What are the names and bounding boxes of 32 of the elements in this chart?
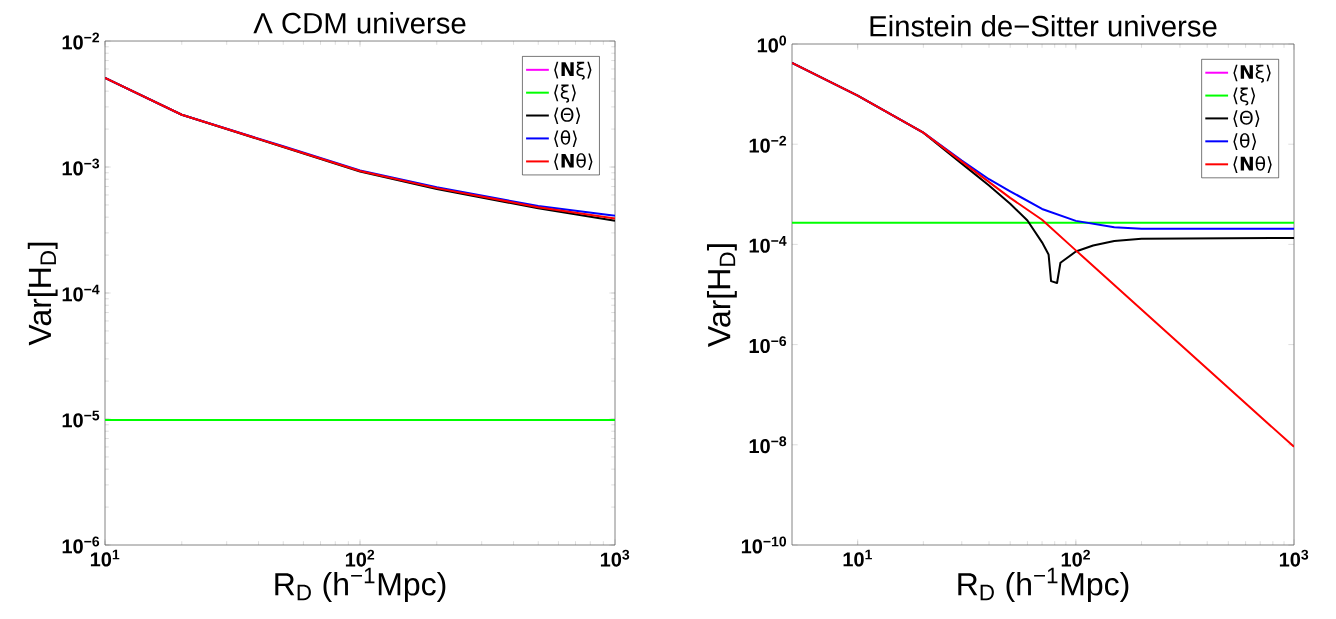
chart-title: Einstein de−Sitter universe (870, 15, 1217, 37)
y-tick-label: 10$^{−2}$ (749, 135, 787, 153)
y-tick-label: 10$^{−4}$ (749, 236, 787, 253)
y-tick-label: 10$^{−3}$ (62, 158, 100, 176)
y-axis-title: Var[H$_{D}$] (706, 244, 737, 347)
y-tick-label: 10$^{−8}$ (749, 436, 787, 454)
chart-title: Λ CDM universe (253, 12, 466, 34)
y-tick-label: 10$^{−5}$ (62, 410, 100, 428)
legend-label: ⟨Nθ⟩ (1233, 156, 1272, 173)
legend-label: ⟨θ⟩ (554, 130, 577, 148)
y-tick-label: 10$^{−6}$ (749, 336, 787, 354)
legend-label: ⟨θ⟩ (1233, 133, 1257, 150)
x-tick-label: 10$^{1}$ (90, 549, 120, 567)
legend-label: ⟨ξ⟩ (1233, 87, 1256, 106)
y-tick-label: 10$^{−4}$ (62, 284, 100, 302)
y-tick-label: 10$^{0}$ (757, 35, 787, 53)
y-tick-label: 10$^{−2}$ (62, 32, 100, 50)
x-tick-label: 10$^{3}$ (1279, 549, 1309, 567)
legend-label: ⟨ξ⟩ (554, 84, 576, 103)
x-tick-label: 10$^{3}$ (600, 549, 630, 567)
legend-label: ⟨Nξ⟩ (554, 61, 592, 80)
x-tick-label: 10$^{2}$ (345, 549, 375, 567)
y-tick-label: 10$^{−10}$ (741, 536, 787, 554)
legend-label: ⟨Θ⟩ (554, 107, 581, 125)
x-tick-label: 10$^{2}$ (1061, 549, 1090, 567)
y-axis-title: Var[H$_{D}$] (27, 242, 58, 346)
legend-label: ⟨Nθ⟩ (554, 153, 593, 171)
legend-label: ⟨Nξ⟩ (1233, 64, 1271, 83)
x-axis-title: R$_{D}$ (h$^{−1}$Mpc) (275, 567, 446, 602)
x-tick-label: 10$^{1}$ (843, 549, 872, 567)
legend-label: ⟨Θ⟩ (1233, 110, 1260, 127)
x-axis-title: R$_{D}$ (h$^{−1}$Mpc) (958, 567, 1129, 602)
